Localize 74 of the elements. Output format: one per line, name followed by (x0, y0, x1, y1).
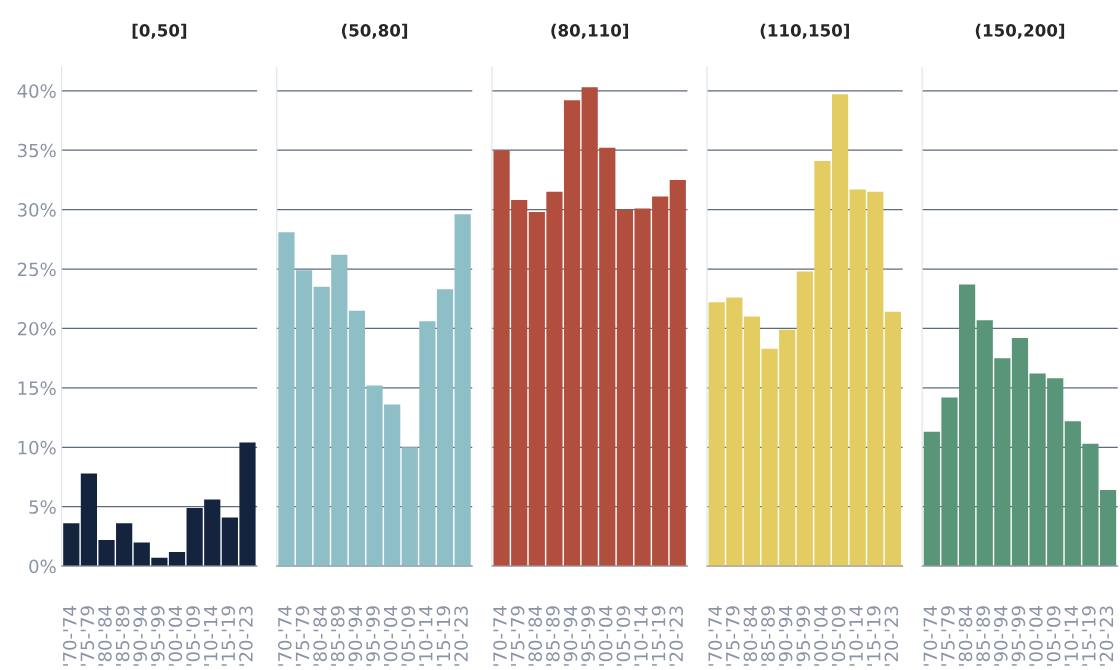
x-tick-label: '85-'89 (115, 606, 130, 666)
y-tick-label: 25% (17, 262, 56, 277)
x-tick-label: '15-'19 (221, 606, 236, 666)
x-tick-label: '00-'04 (168, 606, 183, 666)
x-tick-label: '90-'94 (993, 606, 1008, 666)
x-tick-label: '80-'84 (958, 606, 973, 666)
x-tick-label: '05-'09 (401, 606, 416, 666)
y-tick-label: 10% (18, 440, 56, 455)
chart-title: (80,110] (551, 23, 629, 39)
bar (669, 179, 686, 567)
x-tick-label: '00-'04 (383, 606, 398, 666)
x-tick-label: '70-'74 (493, 606, 507, 666)
x-tick-label: '85-'89 (976, 606, 990, 666)
x-tick-label: '05-'09 (186, 606, 200, 666)
x-tick-label: '70-'74 (923, 606, 938, 666)
x-tick-label: '85-'89 (330, 606, 345, 666)
x-tick-label: '70-'74 (62, 606, 77, 666)
x-tick-label: '15-'19 (651, 606, 666, 666)
x-tick-label: '05-'09 (831, 606, 846, 666)
chart-title: [0,50] (132, 23, 187, 39)
x-tick-label: '90-'94 (778, 606, 793, 666)
x-tick-label: '15-'19 (1082, 606, 1096, 666)
x-tick-label: '90-'94 (563, 606, 578, 666)
x-tick-label: '75-'79 (510, 606, 525, 666)
x-tick-label: '10-'14 (418, 606, 433, 666)
x-tick-label: '85-'89 (546, 606, 560, 666)
x-tick-label: '90-'94 (133, 606, 148, 666)
chart-title: (110,150] (760, 23, 849, 39)
x-tick-label: '75-'79 (80, 606, 95, 666)
bar (884, 311, 902, 567)
x-tick-label: '80-'84 (313, 606, 327, 666)
x-tick-label: '00-'04 (814, 606, 828, 666)
x-tick-label: '80-'84 (743, 606, 758, 666)
y-tick-label: 15% (18, 381, 56, 395)
x-tick-label: '95-'99 (366, 606, 380, 666)
chart-title: (150,200] (975, 23, 1065, 39)
y-tick-label: 5% (29, 500, 56, 514)
x-tick-label: '15-'19 (436, 606, 451, 666)
x-tick-label: '20-'23 (239, 606, 253, 666)
x-tick-label: '95-'99 (581, 606, 595, 666)
x-tick-label: '15-'19 (866, 606, 881, 666)
x-tick-label: '70-'74 (708, 606, 722, 666)
y-tick-label: 20% (17, 321, 56, 336)
x-tick-label: '20-'23 (884, 606, 899, 666)
x-tick-label: '05-'09 (1046, 606, 1061, 666)
x-tick-label: '20-'23 (1099, 606, 1114, 666)
x-tick-label: '75-'79 (941, 606, 955, 666)
x-tick-label: '10-'14 (849, 606, 863, 666)
x-tick-label: '20-'23 (454, 606, 468, 666)
y-tick-label: 0% (29, 559, 56, 574)
x-tick-label: '00-'04 (598, 606, 613, 666)
x-tick-label: '20-'23 (669, 606, 684, 666)
x-tick-label: '85-'89 (761, 606, 775, 666)
bar (454, 214, 471, 567)
x-tick-label: '95-'99 (150, 606, 165, 666)
y-tick-label: 30% (17, 203, 56, 217)
x-tick-label: '00-'04 (1029, 606, 1043, 666)
x-tick-label: '95-'99 (796, 606, 811, 666)
x-tick-label: '10-'14 (634, 606, 648, 666)
bar (63, 523, 80, 567)
y-tick-label: 40% (17, 84, 56, 98)
x-tick-label: '10-'14 (1064, 606, 1079, 666)
x-tick-label: '10-'14 (203, 606, 218, 666)
y-tick-label: 35% (17, 143, 56, 158)
x-tick-label: '05-'09 (616, 606, 631, 666)
x-tick-label: '90-'94 (348, 606, 363, 666)
chart-title: (50,80] (341, 23, 408, 39)
x-tick-label: '80-'84 (98, 606, 112, 666)
bar (168, 551, 186, 567)
x-tick-label: '80-'84 (528, 606, 543, 666)
x-tick-label: '75-'79 (295, 606, 310, 666)
x-tick-label: '75-'79 (725, 606, 740, 666)
x-tick-label: '70-'74 (278, 606, 292, 666)
x-tick-label: '95-'99 (1011, 606, 1026, 666)
